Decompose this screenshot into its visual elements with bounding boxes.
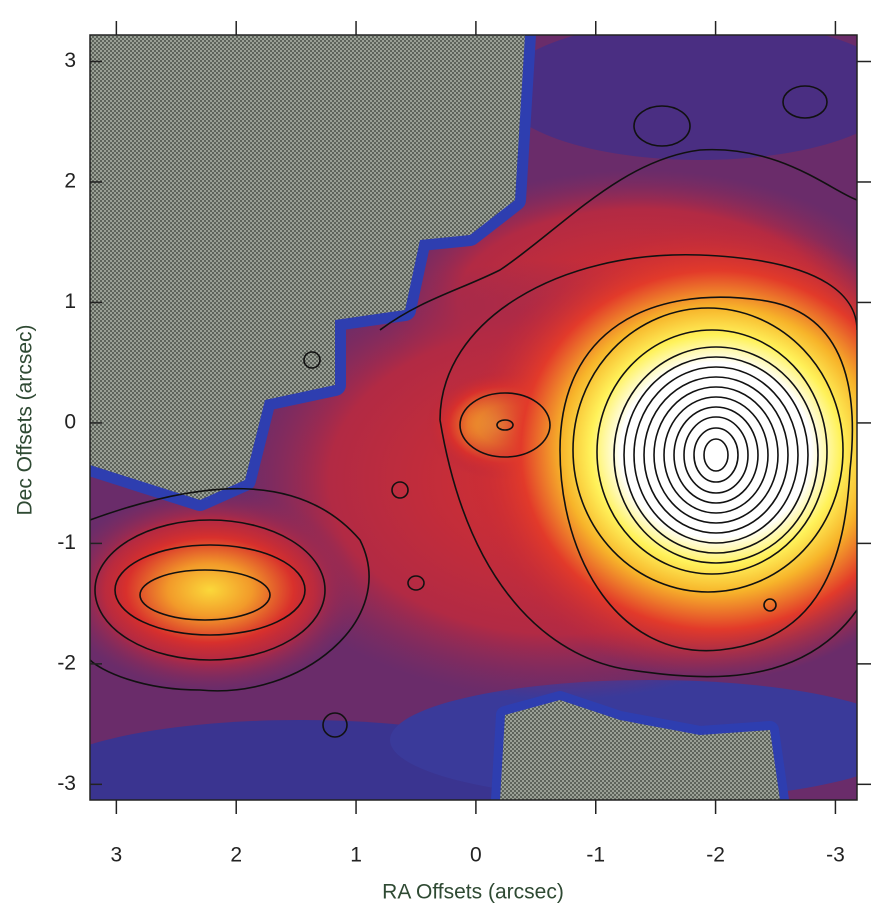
y-tick-label: -2 — [57, 651, 76, 674]
x-tick-label: -3 — [826, 844, 845, 867]
y-tick-label: 3 — [64, 49, 76, 72]
x-tick-label: 0 — [470, 844, 482, 867]
x-tick-label: 1 — [350, 844, 362, 867]
x-tick-label: -2 — [706, 844, 725, 867]
plot-frame — [89, 34, 858, 801]
x-tick-label: 2 — [230, 844, 242, 867]
x-axis-label: RA Offsets (arcsec) — [382, 881, 564, 904]
y-axis-label: Dec Offsets (arcsec) — [14, 325, 37, 516]
y-tick-label: -3 — [57, 772, 76, 795]
map-image — [90, 35, 857, 800]
y-tick-label: 2 — [64, 170, 76, 193]
x-tick-label: -1 — [586, 844, 605, 867]
y-tick-label: -1 — [57, 531, 76, 554]
y-tick-label: 1 — [64, 290, 76, 313]
x-tick-label: 3 — [111, 844, 123, 867]
y-tick-label: 0 — [64, 410, 76, 433]
